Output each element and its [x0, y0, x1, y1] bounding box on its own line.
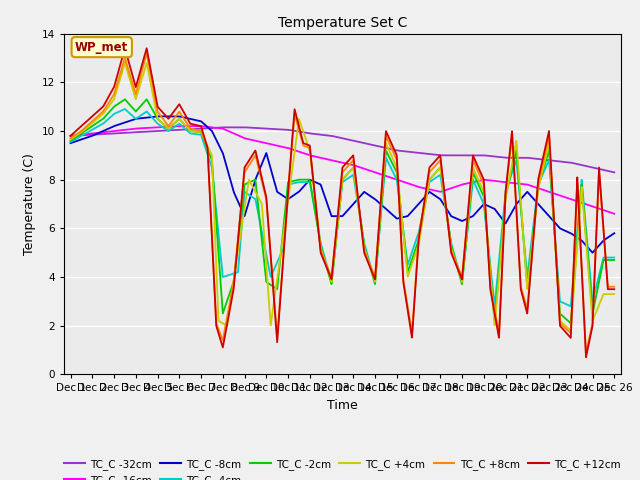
- Line: TC_C +12cm: TC_C +12cm: [70, 48, 614, 357]
- TC_C +4cm: [472, 172, 480, 178]
- TC_C -32cm: [275, 126, 282, 132]
- TC_C -32cm: [393, 147, 401, 153]
- Line: TC_C +4cm: TC_C +4cm: [70, 63, 614, 331]
- TC_C -32cm: [67, 133, 74, 139]
- TC_C +4cm: [393, 165, 401, 170]
- TC_C -4cm: [121, 106, 129, 112]
- TC_C -2cm: [567, 320, 575, 326]
- TC_C -2cm: [420, 205, 428, 211]
- TC_C -4cm: [275, 257, 282, 263]
- TC_C +12cm: [472, 160, 480, 166]
- TC_C +4cm: [611, 291, 618, 297]
- TC_C +12cm: [514, 230, 522, 236]
- TC_C -16cm: [275, 143, 282, 149]
- TC_C -32cm: [166, 127, 173, 133]
- TC_C +8cm: [472, 165, 480, 171]
- TC_C -8cm: [589, 250, 596, 255]
- TC_C -16cm: [175, 123, 183, 129]
- TC_C +8cm: [582, 349, 590, 355]
- TC_C -8cm: [611, 230, 618, 236]
- TC_C +12cm: [275, 323, 282, 328]
- TC_C -2cm: [611, 257, 618, 263]
- TC_C -32cm: [420, 151, 428, 156]
- Y-axis label: Temperature (C): Temperature (C): [23, 153, 36, 255]
- TC_C +12cm: [393, 152, 401, 158]
- TC_C -8cm: [514, 200, 522, 205]
- TC_C +4cm: [67, 137, 74, 143]
- TC_C +12cm: [611, 286, 618, 292]
- TC_C -16cm: [611, 211, 618, 216]
- TC_C -4cm: [393, 177, 401, 182]
- Title: Temperature Set C: Temperature Set C: [278, 16, 407, 30]
- TC_C -2cm: [275, 274, 282, 280]
- TC_C +4cm: [420, 208, 428, 214]
- TC_C -4cm: [567, 303, 575, 309]
- TC_C +4cm: [121, 60, 129, 66]
- TC_C -2cm: [514, 164, 522, 169]
- Legend: TC_C -32cm, TC_C -16cm, TC_C -8cm, TC_C -4cm, TC_C -2cm, TC_C +4cm, TC_C +8cm, T: TC_C -32cm, TC_C -16cm, TC_C -8cm, TC_C …: [60, 455, 625, 480]
- TC_C -32cm: [611, 169, 618, 175]
- TC_C -8cm: [420, 195, 428, 201]
- TC_C +8cm: [393, 157, 401, 163]
- TC_C +8cm: [611, 284, 618, 289]
- TC_C -8cm: [275, 190, 282, 195]
- TC_C -4cm: [420, 204, 428, 209]
- TC_C -16cm: [393, 177, 401, 182]
- Text: WP_met: WP_met: [75, 41, 129, 54]
- TC_C +8cm: [67, 135, 74, 141]
- TC_C -32cm: [219, 124, 227, 130]
- TC_C -4cm: [514, 171, 522, 177]
- TC_C -8cm: [472, 209, 480, 215]
- TC_C -4cm: [472, 184, 480, 190]
- TC_C -16cm: [67, 133, 74, 139]
- TC_C -16cm: [166, 124, 173, 130]
- TC_C -8cm: [154, 113, 161, 119]
- TC_C -4cm: [67, 139, 74, 145]
- Line: TC_C -16cm: TC_C -16cm: [70, 126, 614, 214]
- TC_C -8cm: [166, 113, 173, 119]
- TC_C -4cm: [611, 255, 618, 261]
- TC_C -2cm: [121, 96, 129, 102]
- TC_C +12cm: [166, 115, 173, 120]
- TC_C -16cm: [420, 185, 428, 191]
- TC_C -8cm: [67, 140, 74, 146]
- Line: TC_C -2cm: TC_C -2cm: [70, 99, 614, 323]
- TC_C +4cm: [166, 125, 173, 131]
- TC_C -32cm: [514, 155, 522, 161]
- TC_C -8cm: [393, 216, 401, 221]
- TC_C +12cm: [67, 133, 74, 139]
- Line: TC_C -4cm: TC_C -4cm: [70, 109, 614, 306]
- TC_C -4cm: [166, 127, 173, 133]
- TC_C -2cm: [472, 177, 480, 183]
- TC_C +4cm: [567, 328, 575, 334]
- X-axis label: Time: Time: [327, 399, 358, 412]
- Line: TC_C +8cm: TC_C +8cm: [70, 53, 614, 352]
- TC_C -16cm: [472, 179, 480, 184]
- TC_C +12cm: [121, 46, 129, 51]
- TC_C -2cm: [67, 138, 74, 144]
- Line: TC_C -32cm: TC_C -32cm: [70, 127, 614, 172]
- TC_C -2cm: [393, 169, 401, 175]
- Line: TC_C -8cm: TC_C -8cm: [70, 116, 614, 252]
- TC_C -16cm: [514, 180, 522, 186]
- TC_C +12cm: [420, 199, 428, 205]
- TC_C +8cm: [143, 50, 150, 56]
- TC_C -32cm: [472, 153, 480, 158]
- TC_C +8cm: [166, 122, 173, 128]
- TC_C -2cm: [166, 125, 173, 131]
- TC_C +8cm: [275, 319, 282, 324]
- TC_C +12cm: [582, 354, 590, 360]
- TC_C +8cm: [514, 231, 522, 237]
- TC_C +4cm: [514, 156, 522, 161]
- TC_C +8cm: [420, 201, 428, 206]
- TC_C +4cm: [275, 267, 282, 273]
